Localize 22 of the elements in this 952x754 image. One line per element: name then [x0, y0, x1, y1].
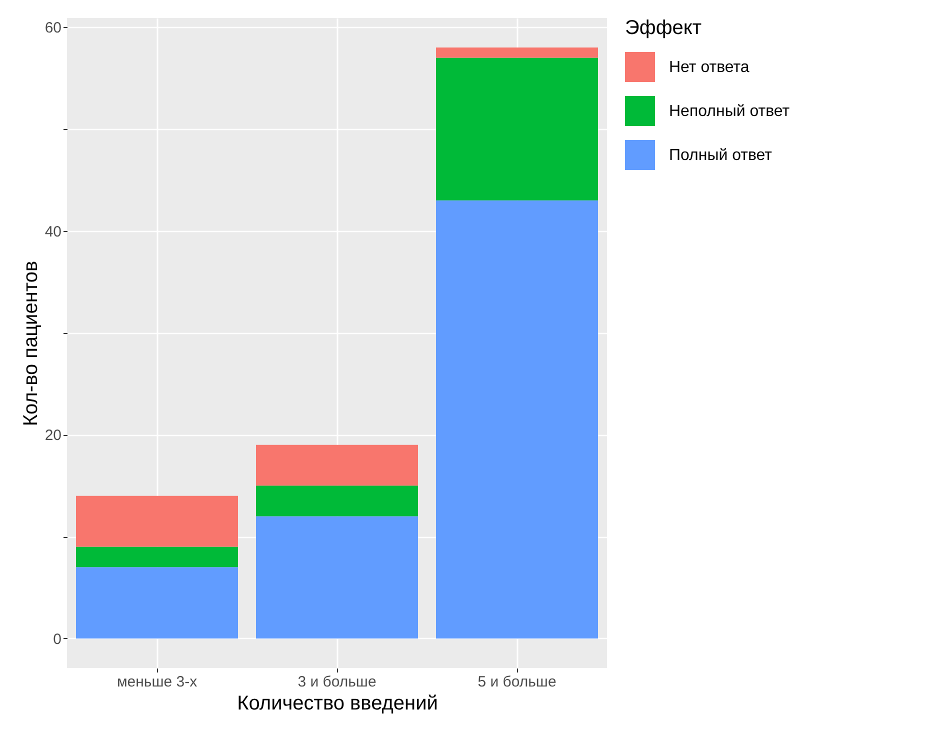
bar: [436, 200, 598, 638]
bar: [76, 546, 238, 568]
legend-label: Полный ответ: [669, 147, 773, 164]
x-tick-label: 3 и больше: [298, 674, 376, 690]
y-tick-label: 20: [44, 427, 62, 444]
legend-label: Нет ответа: [669, 59, 750, 76]
bar: [256, 516, 418, 638]
bar: [436, 48, 598, 58]
y-tick-label: 40: [44, 223, 62, 240]
y-tick-label: 60: [44, 20, 62, 37]
x-tick-label: меньше 3-х: [116, 674, 198, 690]
legend-title: Эффект: [625, 17, 702, 39]
bar: [76, 496, 238, 547]
bar: [256, 444, 418, 486]
bar: [256, 486, 418, 516]
x-axis-title: Количество введений: [237, 692, 438, 714]
y-axis-title: Кол-во пациентов: [20, 260, 42, 426]
y-tick-label: 0: [53, 630, 62, 648]
x-tick-label: 5 и больше: [478, 674, 556, 690]
legend-label: Неполный ответ: [669, 103, 790, 120]
bar: [76, 567, 238, 638]
bar: [436, 58, 598, 200]
